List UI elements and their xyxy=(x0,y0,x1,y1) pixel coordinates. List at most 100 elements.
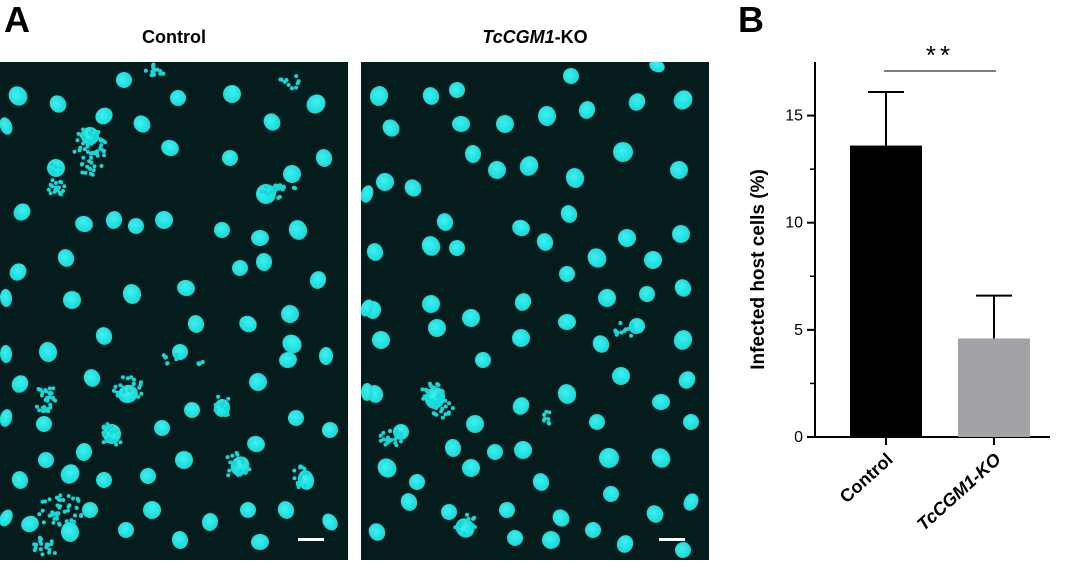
cell-nucleus xyxy=(404,179,422,197)
parasite-dot xyxy=(223,413,228,418)
parasite-dot xyxy=(39,393,44,398)
parasite-dot xyxy=(82,147,87,152)
parasite-dot xyxy=(55,503,60,508)
cell-nucleus xyxy=(618,229,636,247)
parasite-dot xyxy=(89,155,94,160)
parasite-dot xyxy=(219,404,224,409)
cell-nucleus xyxy=(651,448,671,468)
cell-nucleus xyxy=(75,443,93,461)
parasite-dot xyxy=(143,68,148,73)
cell-nucleus xyxy=(187,315,205,333)
parasite-dot xyxy=(440,406,445,411)
parasite-dot xyxy=(381,430,386,435)
cell-nucleus xyxy=(0,117,13,135)
parasite-dot xyxy=(275,186,280,191)
parasite-dot xyxy=(38,539,43,544)
parasite-dot xyxy=(293,186,298,191)
parasite-dot xyxy=(95,149,100,154)
cell-nucleus xyxy=(133,115,151,133)
scale-bar xyxy=(298,538,324,541)
cell-nucleus xyxy=(512,329,530,347)
cell-nucleus xyxy=(172,344,188,360)
parasite-dot xyxy=(132,377,136,382)
parasite-dot xyxy=(225,455,230,460)
parasite-dot xyxy=(434,400,439,405)
parasite-dot xyxy=(152,72,157,77)
parasite-dot xyxy=(296,485,301,490)
cell-nucleus xyxy=(400,493,418,511)
parasite-dot xyxy=(54,495,59,500)
cell-nucleus xyxy=(558,313,576,331)
parasite-dot xyxy=(381,437,386,442)
cell-nucleus xyxy=(552,509,570,527)
cell-nucleus xyxy=(376,173,394,191)
cell-nucleus xyxy=(283,165,301,183)
parasite-dot xyxy=(118,440,123,445)
cell-nucleus xyxy=(475,352,491,368)
parasite-dot xyxy=(47,547,52,552)
cell-nucleus xyxy=(377,458,397,478)
parasite-dot xyxy=(99,143,104,148)
parasite-dot xyxy=(58,493,63,498)
parasite-dot xyxy=(122,389,127,394)
parasite-dot xyxy=(286,83,291,87)
parasite-dot xyxy=(83,170,88,175)
parasite-dot xyxy=(271,185,276,190)
parasite-dot xyxy=(75,496,80,501)
cell-nucleus xyxy=(322,513,338,531)
parasite-dot xyxy=(443,412,448,417)
cell-nucleus xyxy=(249,373,267,391)
parasite-dot xyxy=(158,69,163,74)
parasite-dot xyxy=(386,435,390,440)
parasite-dot xyxy=(119,396,124,401)
parasite-dot xyxy=(430,398,435,403)
parasite-dot xyxy=(296,79,301,84)
cell-nucleus xyxy=(171,531,189,549)
parasite-dot xyxy=(112,438,117,443)
control-image-title: Control xyxy=(142,27,206,47)
cell-nucleus xyxy=(154,420,170,436)
parasite-dot xyxy=(437,400,442,405)
parasite-dot xyxy=(40,390,45,395)
parasite-dot xyxy=(40,552,45,557)
cell-nucleus xyxy=(118,522,134,538)
parasite-dot xyxy=(113,384,118,389)
parasite-dot xyxy=(37,535,42,540)
parasite-dot xyxy=(383,442,388,447)
cell-nucleus xyxy=(639,286,655,302)
parasite-dot xyxy=(302,471,307,476)
parasite-dot xyxy=(81,127,85,132)
parasite-dot xyxy=(164,355,168,360)
cell-nucleus xyxy=(75,215,93,233)
cell-nucleus xyxy=(83,369,101,387)
cell-nucleus xyxy=(116,72,132,89)
parasite-dot xyxy=(226,396,231,401)
parasite-dot xyxy=(216,394,221,399)
parasite-dot xyxy=(425,388,430,393)
parasite-dot xyxy=(53,164,58,169)
parasite-dot xyxy=(227,468,232,473)
parasite-dot xyxy=(58,192,63,197)
cell-nucleus xyxy=(449,82,465,98)
parasite-dot xyxy=(240,460,245,465)
parasite-dot xyxy=(98,146,103,151)
parasite-dot xyxy=(112,388,117,393)
cell-nucleus xyxy=(251,533,269,551)
cell-nucleus xyxy=(240,502,256,518)
parasite-dot xyxy=(58,165,63,170)
parasite-dot xyxy=(105,422,110,427)
parasite-dot xyxy=(72,149,77,154)
parasite-dot xyxy=(289,86,294,91)
cell-nucleus xyxy=(675,542,691,558)
cell-nucleus xyxy=(0,509,13,527)
cell-nucleus xyxy=(222,150,238,166)
parasite-dot xyxy=(431,411,436,416)
parasite-dot xyxy=(228,460,233,465)
cell-nucleus xyxy=(674,279,692,297)
parasite-dot xyxy=(629,333,634,338)
parasite-dot xyxy=(114,442,119,447)
parasite-dot xyxy=(99,164,104,168)
parasite-dot xyxy=(443,404,448,409)
parasite-dot xyxy=(618,321,623,325)
cell-nucleus xyxy=(670,161,688,179)
